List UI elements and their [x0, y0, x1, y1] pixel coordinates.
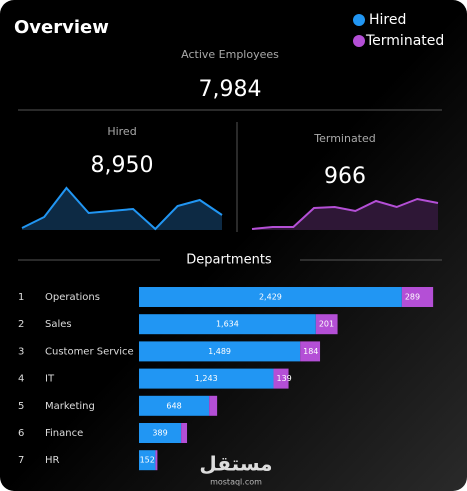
rank: 2 [18, 319, 24, 330]
category-label: Sales [45, 319, 72, 330]
bar-segment [300, 341, 321, 362]
sparkline [251, 197, 439, 230]
bar-segment [139, 368, 274, 389]
bar-segment [139, 341, 301, 362]
rank: 7 [18, 455, 24, 466]
legend-label[interactable]: Hired [369, 12, 406, 28]
rank: 1 [18, 292, 24, 303]
rank: 4 [18, 374, 24, 385]
bar-segment [181, 423, 188, 443]
value-label: 184 [303, 347, 318, 356]
value-label: 389 [152, 429, 167, 438]
value-label: 201 [319, 320, 334, 329]
rank: 5 [18, 401, 24, 412]
legend-swatch [353, 14, 365, 26]
bar-segment [139, 395, 210, 416]
watermark: مستقل [199, 452, 272, 476]
bar-segment [139, 314, 316, 335]
bar-segment [401, 287, 434, 307]
rank: 3 [18, 346, 24, 357]
section-title: Departments [186, 253, 272, 268]
bar-segment [315, 314, 338, 335]
kpi-value: 966 [324, 164, 366, 189]
kpi-value: 7,984 [199, 77, 262, 102]
rank: 6 [18, 428, 24, 439]
value-label: 1,634 [216, 320, 239, 329]
title: Overview [14, 17, 109, 38]
category-label: HR [45, 455, 60, 466]
kpi-value: 8,950 [91, 153, 154, 178]
legend-label[interactable]: Terminated [365, 33, 444, 49]
bar-segment [139, 287, 402, 307]
bar-segment [139, 450, 156, 471]
value-label: 289 [405, 293, 420, 302]
legend-swatch [353, 35, 365, 47]
category-label: Marketing [45, 401, 95, 412]
sparkline-area [22, 188, 222, 230]
category-label: IT [45, 374, 55, 385]
bar-segment [273, 368, 289, 389]
bar-segment [155, 450, 158, 471]
category-label: Customer Service [45, 346, 134, 357]
watermark: mostaql.com [210, 478, 262, 487]
kpi-label: Terminated [313, 132, 376, 145]
kpi-label: Hired [107, 125, 136, 138]
value-label: 152 [140, 456, 155, 465]
value-label: 2,429 [259, 293, 282, 302]
sparkline-area [252, 199, 438, 230]
value-label: 1,243 [195, 374, 218, 383]
value-label: 1,489 [208, 347, 231, 356]
category-label: Finance [45, 428, 83, 439]
kpi-label: Active Employees [181, 48, 279, 61]
bar-segment [139, 423, 182, 443]
category-label: Operations [45, 292, 100, 303]
sparkline [21, 186, 223, 231]
value-label: 648 [166, 401, 181, 410]
bar-segment [209, 395, 218, 416]
value-label: 139 [277, 374, 292, 383]
